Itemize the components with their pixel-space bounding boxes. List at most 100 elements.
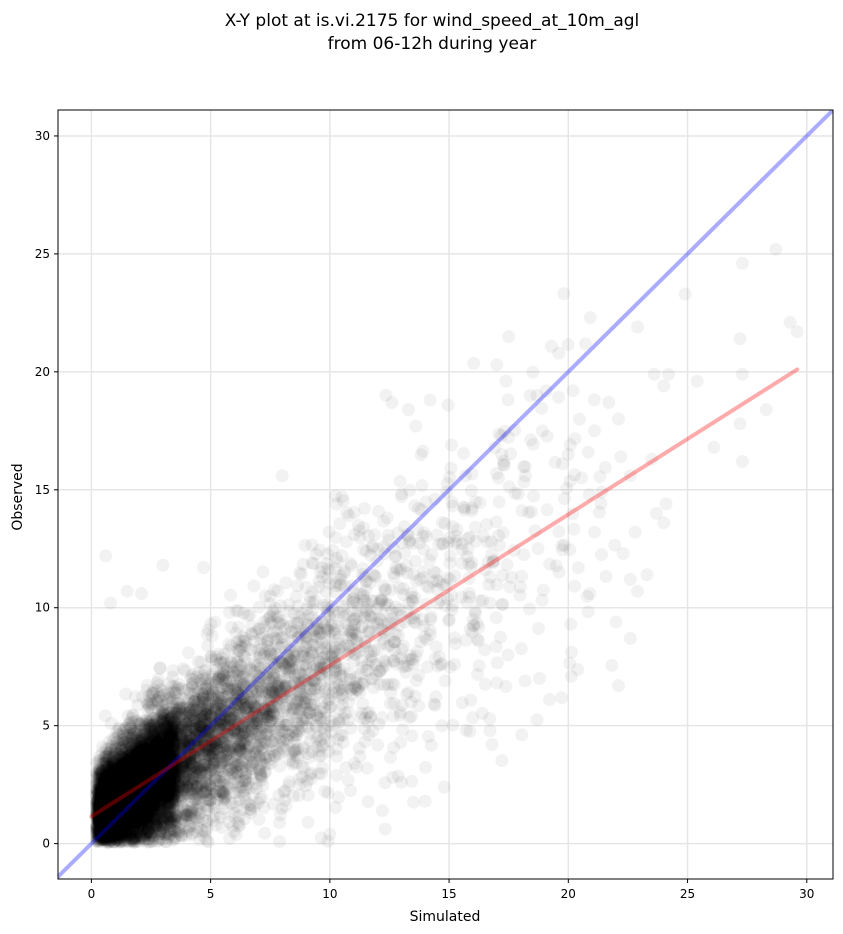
scatter-point [120,773,134,786]
scatter-point [342,695,356,709]
scatter-point [94,781,108,795]
scatter-point [93,811,107,824]
scatter-point [108,807,121,821]
scatter-point [161,727,175,741]
scatter-point [127,754,141,768]
scatter-point [136,735,150,749]
scatter-point [121,777,134,791]
scatter-point [147,765,161,779]
scatter-point [165,719,179,733]
scatter-point [200,782,214,796]
scatter-point [109,788,123,802]
scatter-point [207,719,220,733]
scatter-point [132,767,146,781]
scatter-point [147,794,161,808]
scatter-point [320,623,334,637]
scatter-point [125,752,139,766]
scatter-point [93,753,107,767]
scatter-point [113,747,127,761]
scatter-point [492,495,506,509]
scatter-point [483,596,497,610]
scatter-point [389,561,403,575]
scatter-point [99,805,113,819]
scatter-point [278,718,291,732]
scatter-point [154,806,168,819]
scatter-point [126,787,140,801]
scatter-point [438,674,452,688]
scatter-point [360,706,374,720]
scatter-point [126,754,140,768]
scatter-point [142,747,156,761]
scatter-point [344,556,358,570]
scatter-point [262,683,276,697]
scatter-point [100,790,114,804]
scatter-point [156,827,170,841]
scatter-point [148,788,161,801]
scatter-point [122,757,136,770]
scatter-point [349,682,363,696]
scatter-point [142,689,156,703]
scatter-point [103,797,116,811]
scatter-point [135,787,149,801]
scatter-point [497,458,511,472]
scatter-point [135,764,149,778]
scatter-point [102,757,116,771]
scatter-point [112,832,126,846]
scatter-point [163,715,177,728]
scatter-point [184,747,198,761]
scatter-point [163,778,177,792]
scatter-point [142,825,156,839]
scatter-point [535,593,549,607]
scatter-point [175,742,189,756]
scatter-point [163,777,177,791]
scatter-point [182,752,196,766]
scatter-point [459,633,473,647]
scatter-point [97,796,111,810]
scatter-point [127,754,141,768]
chart-title-line2: from 06-12h during year [328,34,537,54]
scatter-point [178,724,192,738]
scatter-point [106,766,120,780]
scatter-point [284,691,298,705]
scatter-point [141,786,155,800]
scatter-point [388,635,402,649]
scatter-point [94,788,108,801]
scatter-point [192,730,206,743]
scatter-point [387,643,401,657]
scatter-point [232,758,246,772]
scatter-point [383,697,397,711]
scatter-point [330,768,344,782]
scatter-point [101,828,115,841]
scatter-point [169,717,183,731]
scatter-point [113,808,127,821]
scatter-point [110,780,123,794]
scatter-point [222,743,236,757]
scatter-point [196,725,210,739]
scatter-point [257,801,271,814]
scatter-point [131,771,144,784]
scatter-points [89,242,804,849]
scatter-point [365,539,379,553]
scatter-point [90,787,104,801]
scatter-point [190,715,204,729]
scatter-point [372,597,386,611]
scatter-point [489,611,503,625]
scatter-point [149,807,163,821]
scatter-point [459,723,473,737]
scatter-point [448,569,462,583]
scatter-point [136,765,150,779]
scatter-point [113,737,127,751]
scatter-point [508,423,522,437]
scatter-point [137,740,151,753]
scatter-point [93,812,107,826]
scatter-point [116,751,130,765]
scatter-point [168,751,182,765]
scatter-point [238,634,252,648]
scatter-point [322,525,336,539]
scatter-point [160,762,173,776]
scatter-point [147,797,161,811]
scatter-point [165,796,179,810]
scatter-point [181,696,195,710]
scatter-point [98,783,112,796]
scatter-point [172,766,185,779]
